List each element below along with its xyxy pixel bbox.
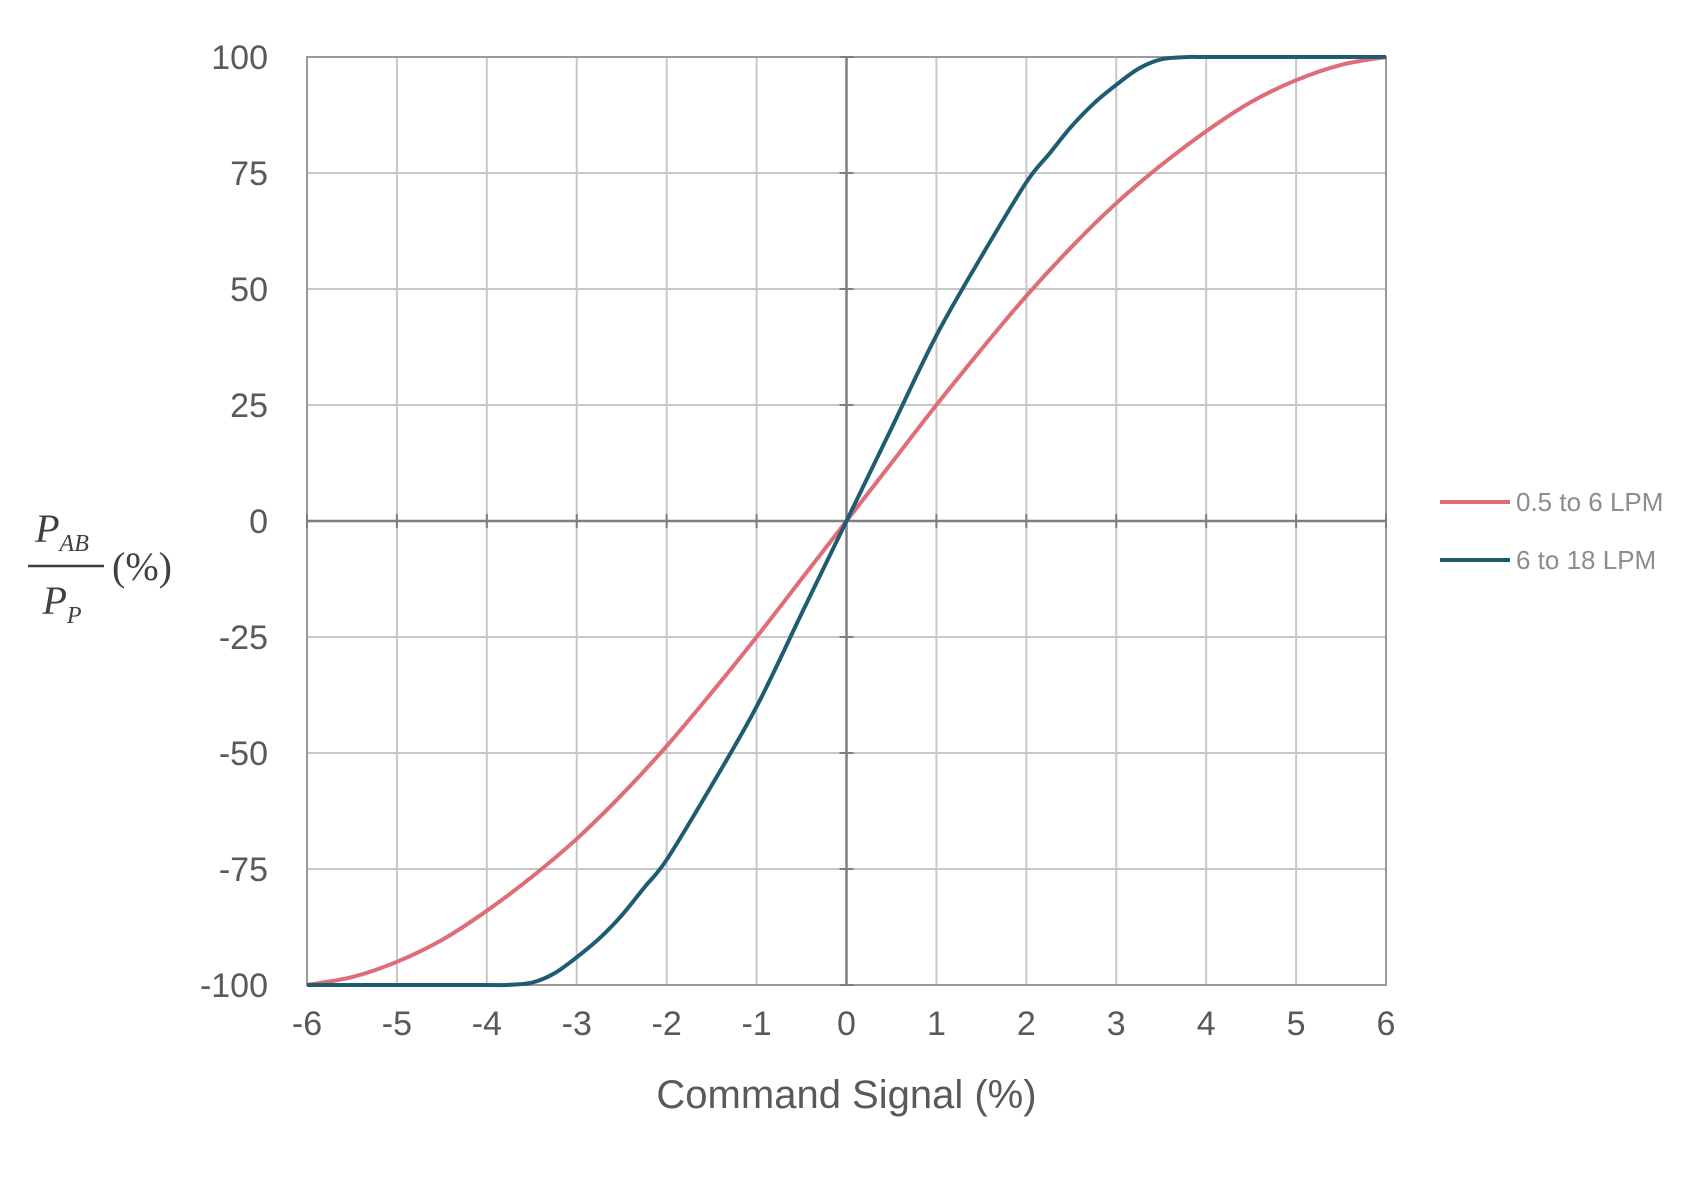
x-tick-label: -2	[652, 1005, 682, 1043]
y-tick-label: 100	[211, 39, 268, 77]
y-tick-label: -25	[219, 619, 268, 657]
x-tick-label: 2	[1017, 1005, 1036, 1043]
y-tick-label: 50	[230, 271, 268, 309]
x-tick-label: 5	[1287, 1005, 1306, 1043]
x-tick-label: 3	[1107, 1005, 1126, 1043]
svg-text:PP: PP	[41, 578, 81, 629]
y-tick-label: 0	[249, 503, 268, 541]
y-tick-label: 25	[230, 387, 268, 425]
x-axis-title: Command Signal (%)	[656, 1073, 1036, 1117]
x-tick-label: 4	[1197, 1005, 1216, 1043]
x-tick-labels: -6 -5 -4 -3 -2 -1 0 1 2 3 4 5 6	[292, 1005, 1396, 1043]
y-tick-labels: 100 75 50 25 0 -25 -50 -75 -100	[200, 39, 268, 1005]
y-tick-label: -50	[219, 735, 268, 773]
x-tick-label: -1	[741, 1005, 771, 1043]
x-tick-label: 1	[927, 1005, 946, 1043]
y-tick-label: -75	[219, 851, 268, 889]
y-axis-denominator-subscript: P	[66, 603, 82, 629]
legend-label: 6 to 18 LPM	[1516, 545, 1656, 575]
series-lines	[306, 54, 1387, 988]
x-tick-label: 6	[1377, 1005, 1396, 1043]
legend-label: 0.5 to 6 LPM	[1516, 487, 1663, 517]
x-tick-label: 0	[837, 1005, 856, 1043]
svg-text:PAB: PAB	[34, 506, 89, 557]
x-tick-label: -3	[562, 1005, 592, 1043]
x-tick-label: -4	[472, 1005, 502, 1043]
y-axis-title: PAB PP (%)	[28, 506, 172, 629]
series-line-2	[307, 54, 1386, 988]
legend: 0.5 to 6 LPM 6 to 18 LPM	[1440, 487, 1663, 575]
x-tick-label: -5	[382, 1005, 412, 1043]
y-axis-numerator-subscript: AB	[58, 531, 90, 557]
y-tick-label: 75	[230, 155, 268, 193]
y-axis-denominator: P	[41, 578, 66, 623]
y-tick-label: -100	[200, 967, 268, 1005]
y-axis-numerator: P	[34, 506, 59, 551]
y-axis-unit: (%)	[112, 544, 172, 589]
x-tick-label: -6	[292, 1005, 322, 1043]
